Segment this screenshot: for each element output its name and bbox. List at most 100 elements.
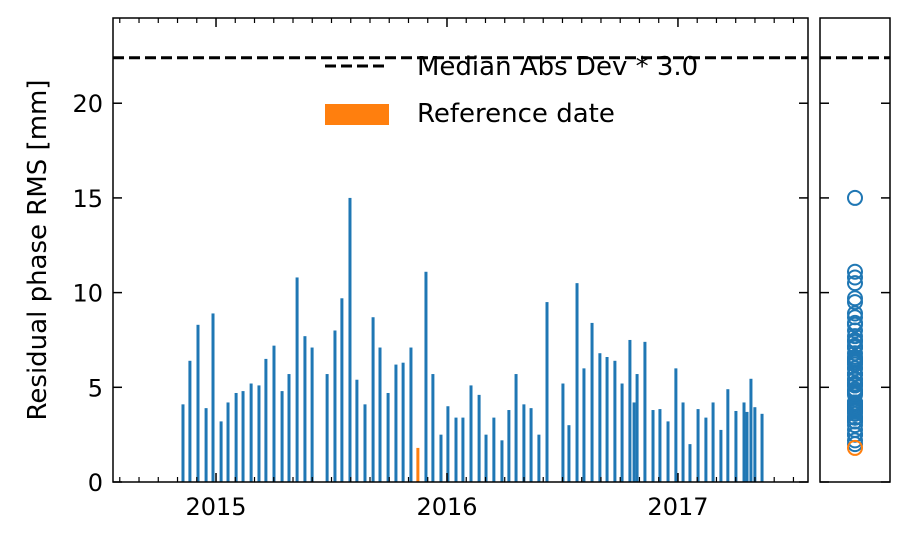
scatter-point	[847, 333, 863, 350]
bar	[726, 389, 730, 482]
scatter-point	[847, 294, 863, 311]
scatter-point	[847, 309, 863, 326]
scatter-point	[847, 189, 863, 206]
bar	[409, 347, 413, 482]
bar	[742, 402, 746, 482]
scatter-point	[847, 366, 863, 383]
legend-threshold-label: Median Abs Dev * 3.0	[417, 52, 698, 82]
scatter-point	[847, 269, 863, 286]
bar	[446, 406, 450, 482]
bar	[355, 379, 359, 482]
bar	[226, 402, 230, 482]
bar	[477, 394, 481, 482]
bar	[514, 374, 518, 482]
bar	[704, 417, 708, 482]
bar	[333, 330, 337, 482]
bar	[753, 407, 757, 482]
bar	[537, 434, 541, 482]
bar	[492, 417, 496, 482]
bar	[688, 444, 692, 482]
bar	[696, 409, 700, 482]
bar	[424, 271, 428, 482]
bar	[211, 313, 215, 482]
x-tick-label: 2016	[416, 493, 477, 521]
bar	[204, 408, 208, 482]
x-tick-label: 2017	[647, 493, 708, 521]
bar	[295, 277, 299, 482]
bar	[734, 410, 738, 482]
bar	[303, 336, 307, 482]
bar	[348, 197, 352, 482]
bar	[454, 417, 458, 482]
x-tick-label: 2015	[185, 493, 246, 521]
bar	[507, 410, 511, 482]
y-axis-label: Residual phase RMS [mm]	[23, 80, 53, 421]
side-frame	[819, 17, 891, 483]
bar	[378, 347, 382, 482]
bar	[582, 368, 586, 482]
scatter-point	[847, 314, 863, 331]
legend: Median Abs Dev * 3.0 Reference date	[325, 52, 698, 129]
bar	[249, 383, 253, 482]
bar	[745, 411, 749, 482]
bar	[681, 402, 685, 482]
legend-reference-swatch	[325, 104, 389, 125]
bar	[363, 404, 367, 482]
bar	[567, 425, 571, 482]
bar	[635, 374, 639, 482]
y-tick-label: 10	[72, 280, 103, 308]
legend-reference-label: Reference date	[417, 99, 615, 129]
bar	[719, 429, 723, 482]
bar	[287, 374, 291, 482]
bar	[386, 392, 390, 482]
bar	[658, 409, 662, 482]
bar	[529, 408, 533, 482]
bar	[325, 374, 329, 482]
bar	[431, 374, 435, 482]
bar	[401, 362, 405, 482]
y-tick-label: 5	[88, 374, 103, 402]
bar	[749, 378, 753, 482]
y-tick-label: 0	[88, 469, 103, 497]
bar	[484, 434, 488, 482]
bar	[561, 383, 565, 482]
bar	[241, 391, 245, 482]
scatter-point	[847, 360, 863, 377]
bar	[605, 357, 609, 482]
bar	[666, 421, 670, 482]
bar	[439, 434, 443, 482]
scatter-point	[847, 421, 863, 438]
bar	[234, 392, 238, 482]
bar	[340, 298, 344, 482]
scatter-point	[847, 375, 863, 392]
bar	[643, 341, 647, 482]
bar	[651, 410, 655, 482]
bar	[280, 391, 284, 482]
y-tick-label: 15	[72, 185, 103, 213]
bar	[257, 385, 261, 482]
y-tick-label: 20	[72, 90, 103, 118]
reference-point	[847, 439, 863, 456]
scatter-point	[847, 394, 863, 411]
bar	[461, 417, 465, 482]
bar	[196, 324, 200, 482]
bar	[590, 322, 594, 482]
scatter-point	[847, 275, 863, 292]
bar	[500, 440, 504, 482]
main-plot-area	[113, 56, 808, 482]
bar	[545, 302, 549, 482]
bar	[188, 360, 192, 482]
bar	[628, 339, 632, 482]
bar	[371, 317, 375, 482]
scatter-point	[847, 370, 863, 387]
bar	[575, 283, 579, 482]
bar	[272, 345, 276, 482]
scatter-point	[847, 405, 863, 422]
bar	[674, 368, 678, 482]
scatter-point	[847, 263, 863, 280]
bar	[632, 402, 636, 482]
bar	[264, 358, 268, 482]
bar	[469, 385, 473, 482]
side-scatter-panel	[820, 56, 890, 456]
